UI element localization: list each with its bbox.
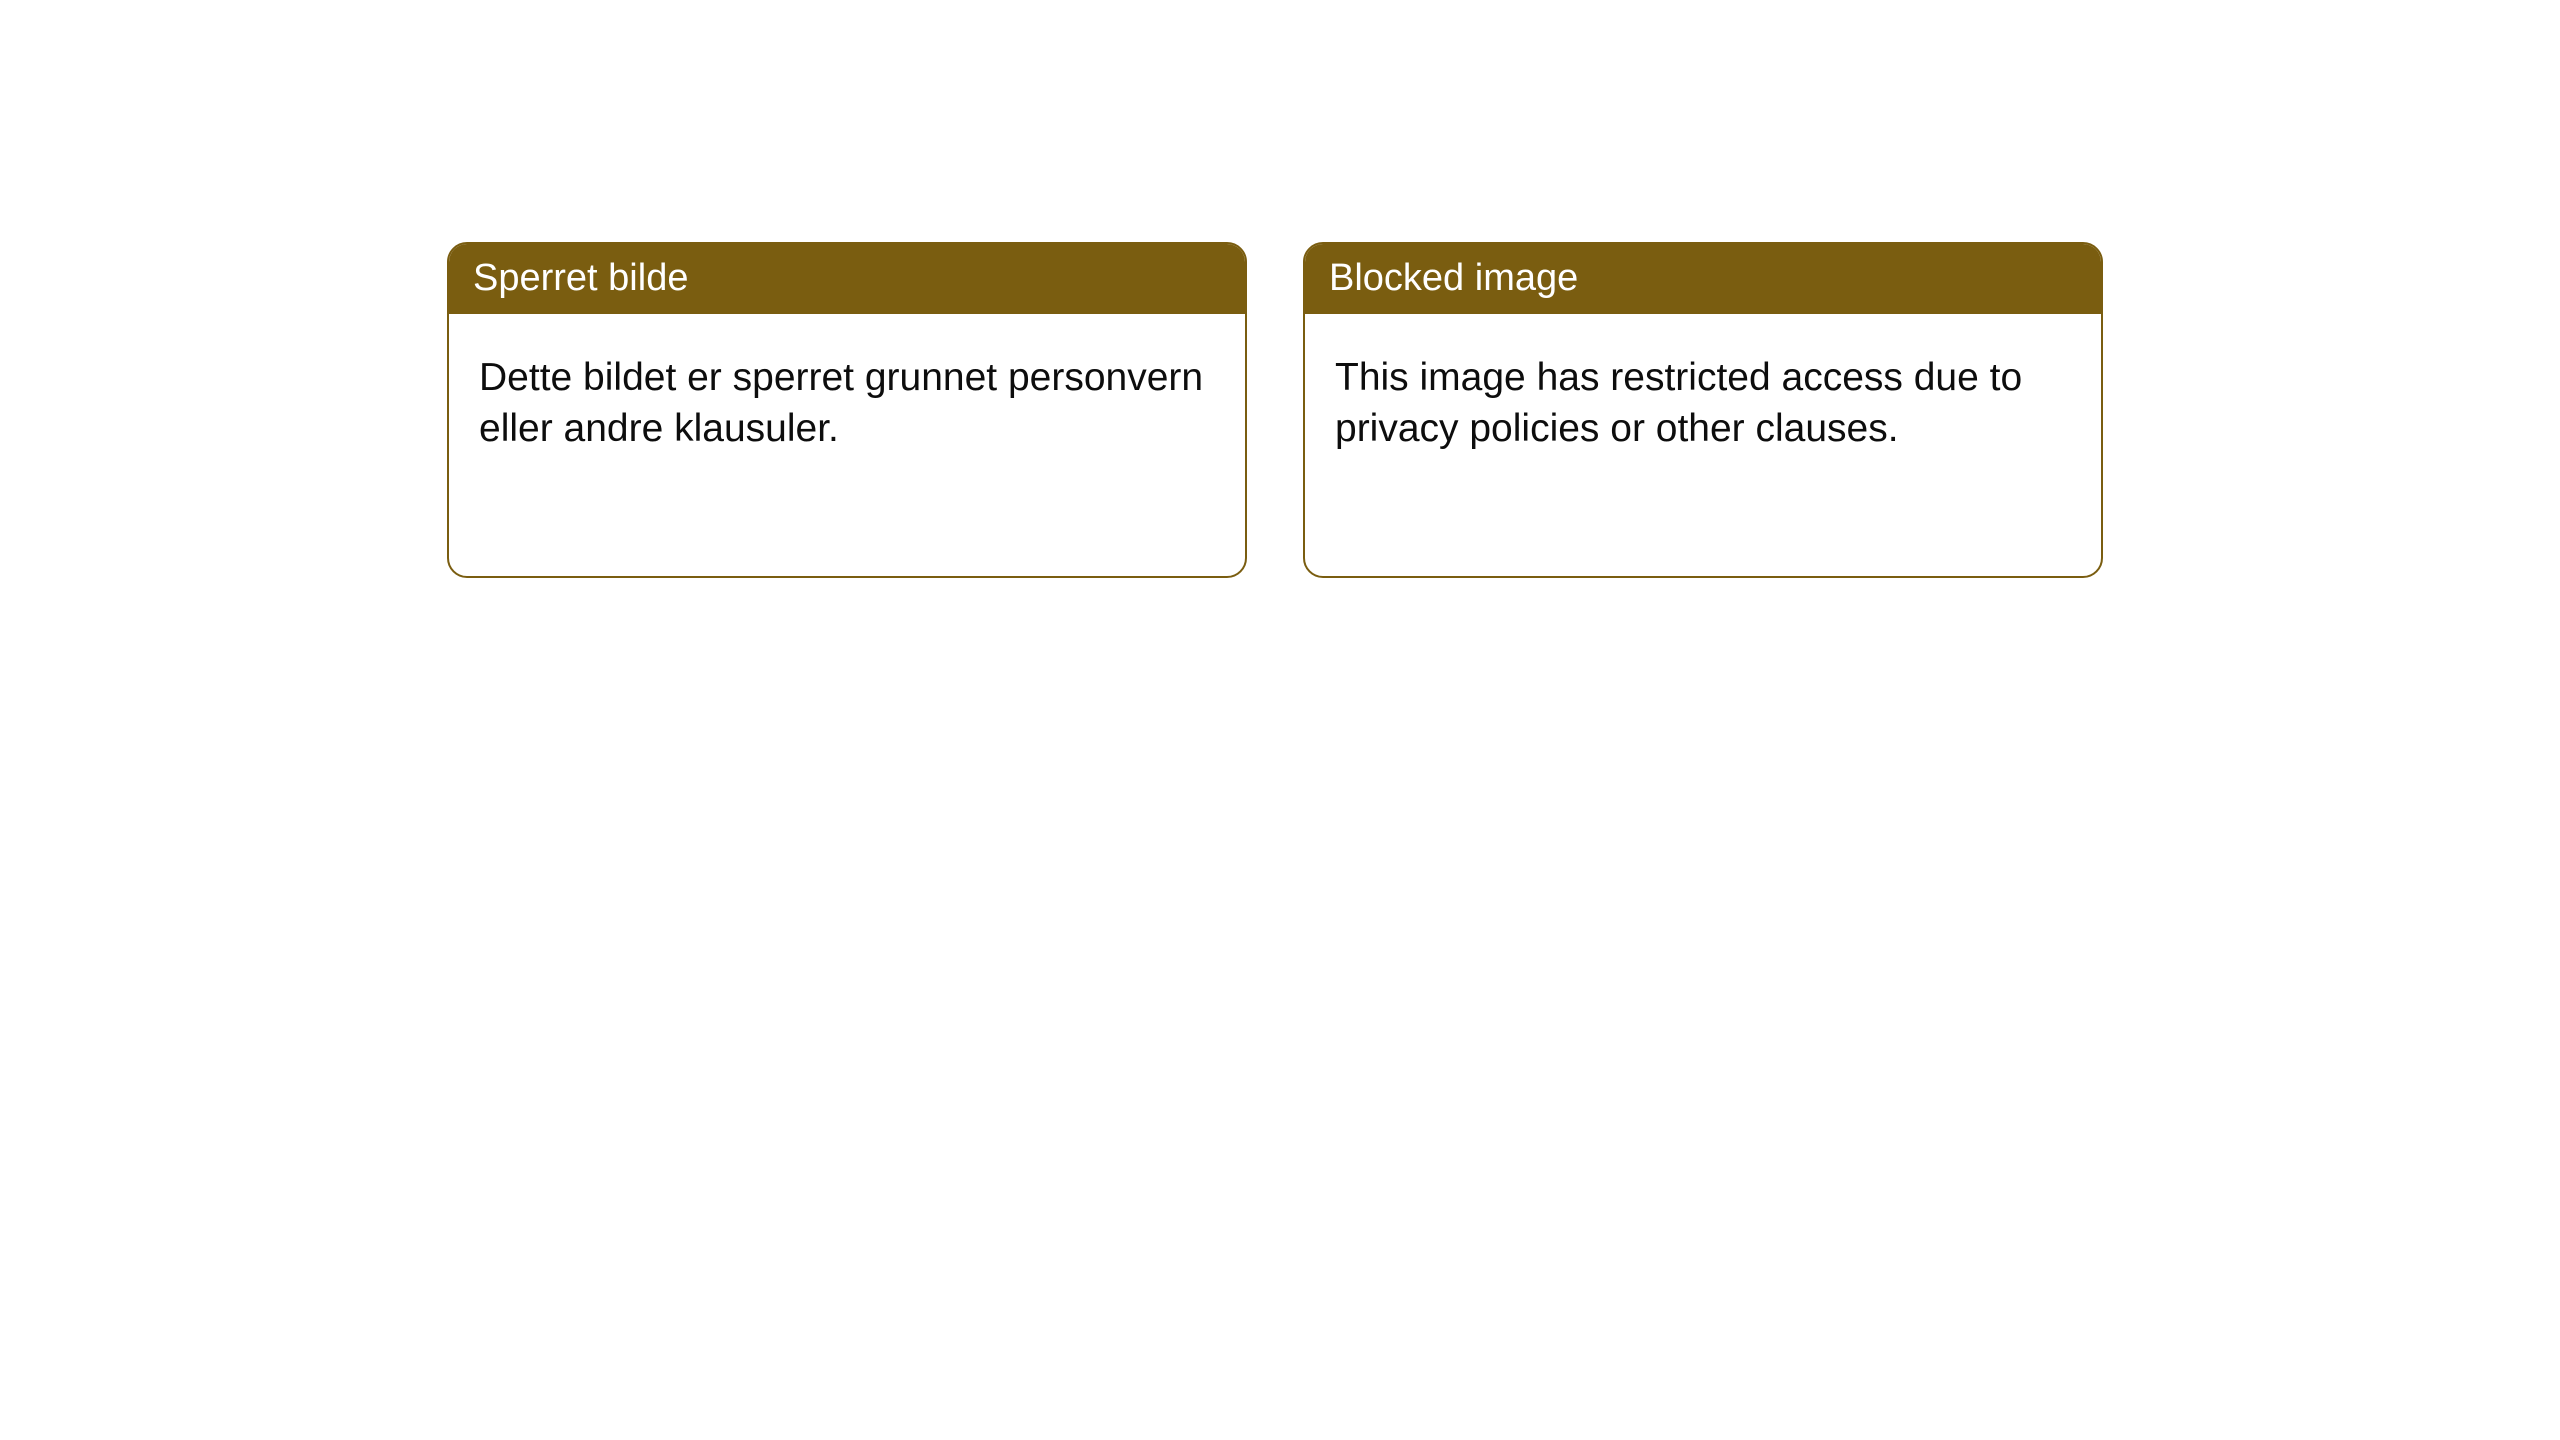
notice-card-title: Blocked image: [1305, 244, 2101, 314]
notice-card-norwegian: Sperret bilde Dette bildet er sperret gr…: [447, 242, 1247, 578]
notice-card-body: This image has restricted access due to …: [1305, 314, 2101, 576]
notice-card-title: Sperret bilde: [449, 244, 1245, 314]
notice-card-body: Dette bildet er sperret grunnet personve…: [449, 314, 1245, 576]
notice-card-english: Blocked image This image has restricted …: [1303, 242, 2103, 578]
blocked-image-notices: Sperret bilde Dette bildet er sperret gr…: [0, 0, 2560, 578]
